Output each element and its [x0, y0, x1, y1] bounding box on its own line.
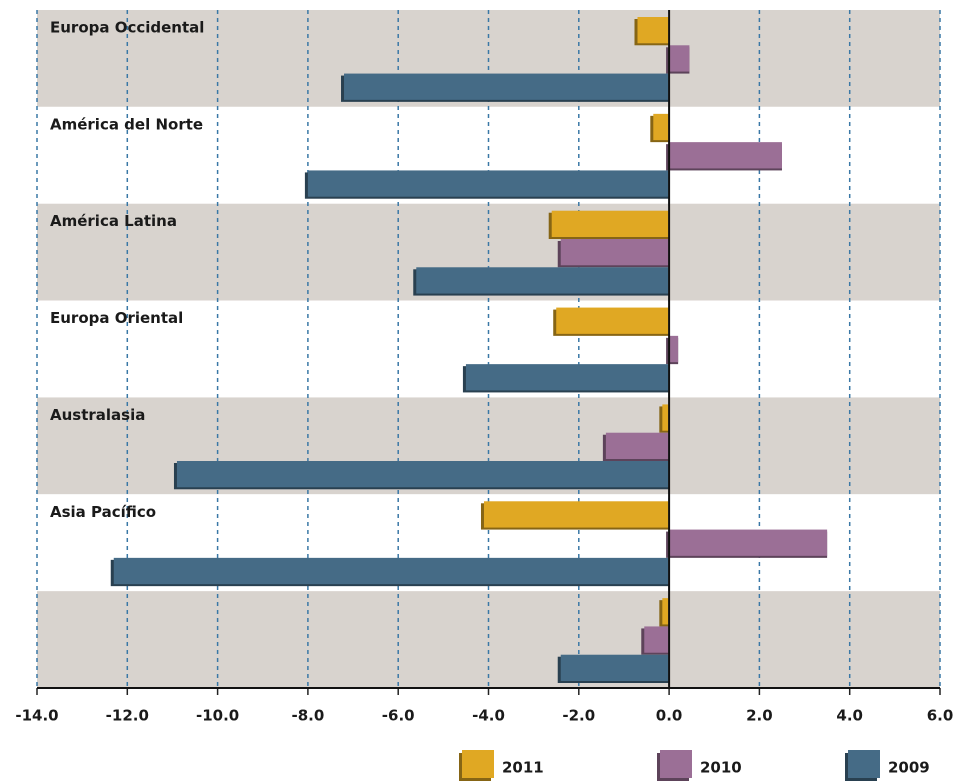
- x-tick-label: 6.0: [927, 707, 953, 725]
- bar: [653, 113, 670, 141]
- bar: [307, 170, 670, 197]
- bar: [416, 267, 670, 294]
- bar: [605, 432, 670, 459]
- legend-swatch: [462, 750, 494, 778]
- x-tick-label: -4.0: [472, 707, 505, 725]
- bar: [644, 626, 670, 653]
- bar: [551, 210, 670, 237]
- x-tick-label: 4.0: [836, 707, 863, 725]
- category-label: Europa Occidental: [50, 19, 204, 37]
- category-label: Asia Pacífico: [50, 503, 156, 521]
- bar: [669, 335, 679, 363]
- category-label: Europa Oriental: [50, 309, 183, 327]
- bar: [669, 45, 690, 72]
- legend-label: 2011: [502, 759, 544, 777]
- category-label: Australasia: [50, 406, 145, 424]
- bar: [560, 654, 670, 681]
- bar: [113, 557, 670, 585]
- x-tick-label: 2.0: [746, 707, 773, 725]
- bar: [637, 17, 670, 44]
- legend-swatch: [660, 750, 692, 778]
- bar: [662, 404, 670, 431]
- category-label: América del Norte: [50, 115, 203, 133]
- bar: [176, 461, 670, 488]
- x-tick-label: -2.0: [562, 707, 595, 725]
- bar: [669, 142, 782, 169]
- bar: [344, 73, 670, 100]
- bar: [662, 598, 670, 625]
- bar: [556, 307, 670, 334]
- bar: [483, 501, 670, 528]
- x-tick-label: -14.0: [15, 707, 58, 725]
- bar: [465, 364, 670, 391]
- row-band: [37, 591, 940, 688]
- x-tick-label: -12.0: [106, 707, 149, 725]
- x-tick-label: -6.0: [382, 707, 415, 725]
- category-label: América Latina: [50, 212, 177, 230]
- x-tick-label: -10.0: [196, 707, 239, 725]
- bar: [560, 239, 670, 266]
- x-tick-label: -8.0: [291, 707, 324, 725]
- legend-swatch: [848, 750, 880, 778]
- bar: [669, 529, 828, 556]
- legend-label: 2009: [888, 759, 930, 777]
- legend-label: 2010: [700, 759, 742, 777]
- x-tick-label: 0.0: [656, 707, 683, 725]
